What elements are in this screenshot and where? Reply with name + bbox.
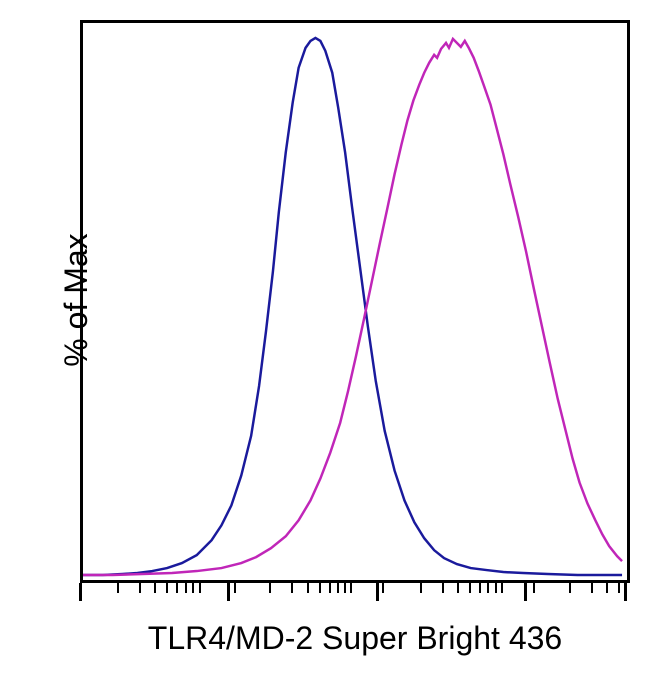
x-tick-minor xyxy=(166,583,168,593)
x-tick-major xyxy=(376,583,379,601)
x-tick-minor xyxy=(442,583,444,593)
x-tick-minor xyxy=(176,583,178,593)
x-tick-minor xyxy=(344,583,346,593)
x-tick-minor xyxy=(350,583,352,593)
x-tick-minor xyxy=(337,583,339,593)
x-tick-minor xyxy=(469,583,471,593)
x-tick-minor xyxy=(269,583,271,593)
histogram-curve-control xyxy=(83,38,622,575)
x-tick-major xyxy=(524,583,527,601)
x-tick-minor xyxy=(606,583,608,593)
x-tick-major xyxy=(227,583,230,601)
plot-svg xyxy=(83,23,627,580)
y-axis-label: % of Max xyxy=(58,233,95,366)
x-tick-major xyxy=(624,583,627,601)
x-tick-minor xyxy=(307,583,309,593)
x-tick-minor xyxy=(618,583,620,593)
histogram-curve-stained xyxy=(83,39,622,575)
x-tick-minor xyxy=(192,583,194,593)
x-tick-minor xyxy=(591,583,593,593)
flow-cytometry-histogram: % of Max TLR4/MD-2 Super Bright 436 xyxy=(0,0,650,680)
x-tick-minor xyxy=(501,583,503,593)
x-tick-minor xyxy=(495,583,497,593)
x-tick-minor xyxy=(291,583,293,593)
x-tick-minor xyxy=(329,583,331,593)
x-tick-minor xyxy=(569,583,571,593)
x-tick-minor xyxy=(319,583,321,593)
x-tick-minor xyxy=(533,583,535,593)
x-tick-minor xyxy=(154,583,156,593)
x-axis-label: TLR4/MD-2 Super Bright 436 xyxy=(80,620,630,657)
x-tick-minor xyxy=(199,583,201,593)
x-tick-minor xyxy=(382,583,384,593)
x-tick-minor xyxy=(420,583,422,593)
x-tick-minor xyxy=(234,583,236,593)
x-axis-ticks xyxy=(80,583,630,613)
x-tick-minor xyxy=(457,583,459,593)
x-tick-minor xyxy=(185,583,187,593)
x-tick-minor xyxy=(487,583,489,593)
x-tick-minor xyxy=(117,583,119,593)
x-tick-major xyxy=(79,583,82,601)
plot-area xyxy=(80,20,630,580)
x-tick-minor xyxy=(479,583,481,593)
x-tick-minor xyxy=(139,583,141,593)
